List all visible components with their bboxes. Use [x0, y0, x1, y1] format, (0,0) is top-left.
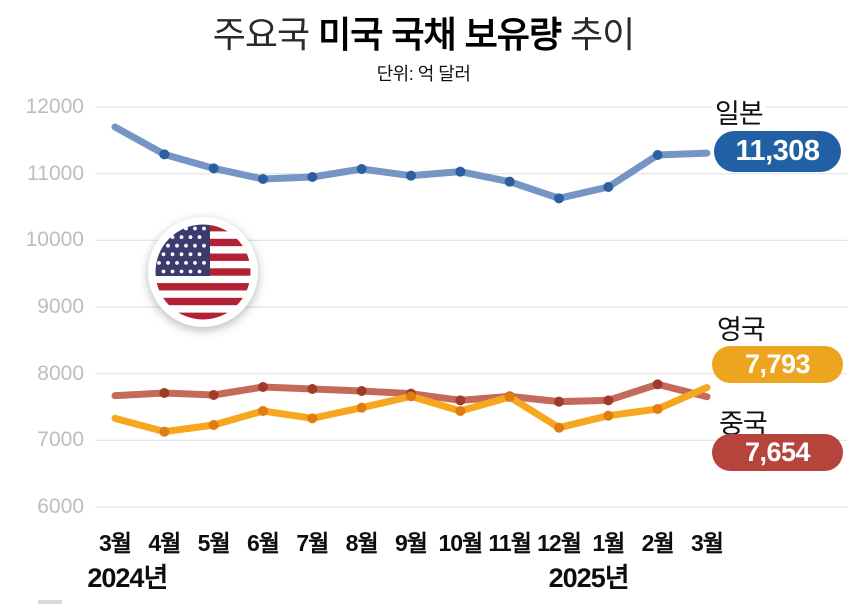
x-tick-label: 11월 — [488, 530, 531, 556]
x-tick-label: 9월 — [395, 530, 428, 556]
x-tick-label: 12월 — [537, 530, 582, 556]
data-point-일본 — [406, 170, 416, 181]
value-badge-uk: 7,793 — [712, 346, 843, 383]
x-tick-label: 8월 — [345, 530, 379, 556]
y-tick-label: 7000 — [37, 428, 84, 452]
data-point-중국 — [356, 386, 367, 396]
data-point-일본 — [504, 176, 515, 187]
cropped-watermark — [38, 600, 62, 604]
data-point-영국 — [406, 391, 416, 402]
y-tick-label: 11000 — [27, 161, 84, 185]
us-flag-icon — [140, 209, 266, 335]
y-tick-label: 6000 — [37, 495, 84, 518]
title-suffix: 추이 — [560, 14, 635, 55]
data-point-일본 — [652, 150, 663, 160]
data-point-중국 — [307, 384, 318, 394]
title-emphasis: 미국 국채 보유량 — [318, 14, 562, 55]
x-tick-label: 5월 — [197, 530, 231, 556]
data-point-일본 — [208, 163, 219, 174]
unit-label: 단위: 억 달러 — [376, 64, 471, 84]
data-point-중국 — [554, 396, 564, 407]
y-tick-label: 8000 — [37, 361, 84, 385]
data-point-일본 — [455, 166, 466, 177]
data-point-영국 — [504, 392, 515, 402]
data-point-영국 — [159, 426, 170, 437]
x-tick-label: 7월 — [296, 530, 329, 556]
data-point-중국 — [652, 379, 663, 390]
data-point-중국 — [159, 388, 170, 398]
data-point-영국 — [603, 410, 614, 421]
data-point-중국 — [603, 395, 614, 406]
x-tick-label: 10월 — [438, 530, 483, 556]
data-point-영국 — [356, 402, 367, 413]
legend-label-uk: 영국 — [714, 308, 768, 347]
value-badge-china: 7,654 — [712, 434, 843, 471]
y-tick-label: 12000 — [25, 95, 84, 118]
x-tick-label: 6월 — [247, 530, 280, 556]
y-tick-label: 10000 — [25, 228, 84, 252]
year-label: 2024년 — [87, 563, 168, 593]
x-tick-label: 3월 — [99, 530, 132, 556]
x-tick-label: 4월 — [148, 530, 181, 556]
legend-label-japan: 일본 — [712, 92, 766, 131]
x-tick-label: 1월 — [592, 530, 625, 556]
data-point-중국 — [208, 390, 219, 400]
x-tick-label: 3월 — [691, 530, 724, 556]
data-point-중국 — [258, 382, 268, 392]
data-point-영국 — [455, 406, 466, 416]
series-line-일본 — [111, 123, 711, 202]
value-badge-japan: 11,308 — [714, 131, 841, 172]
data-point-일본 — [258, 174, 268, 184]
data-point-일본 — [356, 164, 367, 174]
title-prefix: 주요국 — [212, 14, 319, 55]
data-point-일본 — [307, 172, 318, 182]
data-point-일본 — [603, 182, 614, 192]
data-point-일본 — [554, 193, 564, 204]
page-title: 주요국 미국 국채 보유량 추이 — [0, 6, 847, 58]
data-point-영국 — [554, 422, 564, 433]
data-point-중국 — [455, 395, 466, 406]
x-tick-label: 2월 — [641, 530, 675, 556]
data-point-영국 — [652, 404, 663, 414]
y-tick-label: 9000 — [37, 295, 84, 318]
data-point-영국 — [208, 420, 219, 430]
data-point-영국 — [258, 406, 268, 416]
year-label: 2025년 — [548, 563, 630, 593]
data-point-영국 — [307, 413, 318, 424]
data-point-일본 — [159, 149, 170, 160]
